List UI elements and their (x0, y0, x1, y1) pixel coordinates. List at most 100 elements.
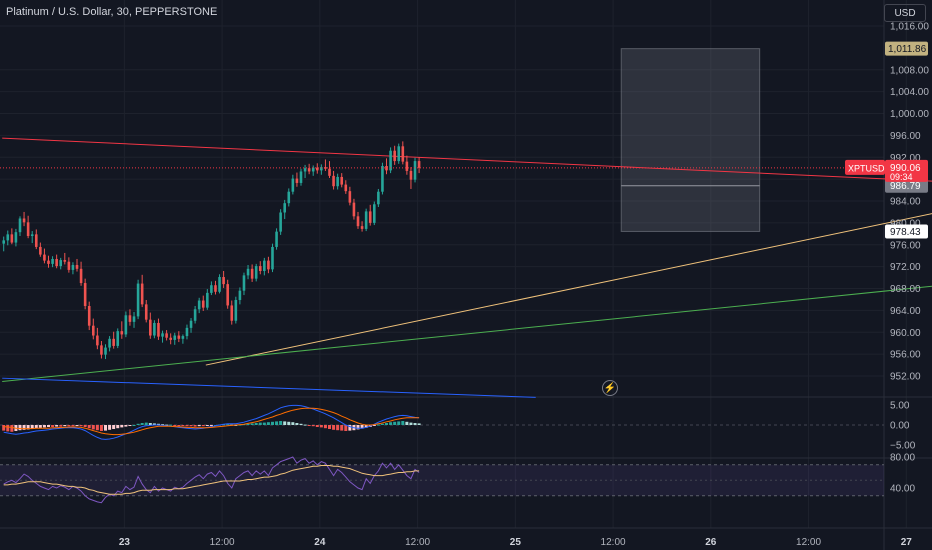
candle (352, 202, 356, 217)
candle (87, 306, 91, 326)
macd-bar (156, 423, 160, 425)
macd-bar (279, 421, 283, 425)
candle (108, 338, 111, 348)
macd-bar (42, 425, 46, 428)
price-label-top: 1,011.86 (888, 44, 927, 55)
candle (75, 264, 79, 269)
macd-tick-label: 0.00 (890, 421, 910, 432)
macd-tick-label: 5.00 (890, 401, 910, 412)
trend-line-red (2, 137, 932, 182)
macd-bar (254, 423, 258, 425)
price-tick-label: 1,004.00 (890, 87, 929, 98)
candle (417, 161, 421, 168)
macd-bar (328, 425, 331, 429)
macd-bar (209, 425, 213, 426)
macd-bar (189, 425, 193, 427)
candle (242, 275, 246, 291)
trend-line-yellow (205, 213, 932, 366)
candle (238, 290, 242, 300)
price-tick-label: 956.00 (890, 350, 921, 361)
candle (377, 191, 380, 205)
price-tick-label: 960.00 (890, 328, 921, 339)
candle (83, 283, 87, 306)
time-tick-label: 12:00 (210, 537, 235, 548)
trend-line-green (2, 285, 932, 382)
time-tick-label: 12:00 (405, 537, 430, 548)
candle (344, 184, 348, 192)
candle (372, 204, 376, 223)
candle (30, 234, 34, 236)
candle (401, 146, 405, 162)
candle (254, 266, 258, 279)
candle (79, 268, 83, 284)
symbol-title[interactable]: Platinum / U.S. Dollar, 30, PEPPERSTONE (6, 6, 218, 18)
macd-bar (193, 425, 197, 427)
macd-bar (34, 425, 38, 429)
macd-bar (144, 422, 148, 425)
macd-bar (319, 425, 323, 428)
macd-bar (26, 425, 30, 430)
macd-bar (360, 425, 364, 429)
macd-bar (344, 425, 348, 431)
macd-bar (99, 425, 103, 431)
candle (348, 191, 352, 203)
last-price-label: 990.06 (890, 163, 921, 174)
candle (258, 266, 262, 271)
candle (91, 325, 95, 336)
candle (100, 345, 103, 355)
candle (63, 260, 67, 262)
position-box (620, 48, 761, 232)
macd-histogram (2, 421, 421, 432)
time-tick-label: 24 (314, 537, 326, 548)
macd-bar (95, 425, 99, 431)
price-tick-label: 968.00 (890, 284, 921, 295)
candle (287, 191, 291, 204)
rsi-tick-label: 40.00 (890, 484, 915, 495)
candle (165, 333, 168, 338)
candle (197, 300, 201, 310)
macd-bar (185, 425, 189, 427)
macd-bar (409, 422, 413, 425)
macd-bar (205, 425, 209, 426)
price-tick-label: 972.00 (890, 262, 921, 273)
grid (0, 0, 907, 528)
price-tick-label: 1,000.00 (890, 109, 929, 120)
candle (214, 285, 217, 292)
candle (51, 258, 54, 264)
macd-bar (364, 425, 368, 428)
lightning-icon[interactable]: ⚡ (602, 380, 618, 396)
time-tick-label: 23 (119, 537, 131, 548)
macd-bar (315, 425, 319, 427)
currency-selector[interactable]: USD (884, 4, 926, 22)
macd-bar (201, 425, 205, 427)
candle (177, 335, 181, 339)
macd-bar (91, 425, 95, 430)
macd-bar (376, 424, 380, 426)
candle (6, 234, 10, 241)
candle (201, 300, 205, 308)
time-tick-label: 12:00 (601, 537, 626, 548)
macd-bar (401, 421, 405, 425)
candles (2, 141, 421, 360)
candle (144, 304, 148, 320)
candle (206, 292, 209, 308)
candle (59, 260, 63, 267)
macd-bar (67, 425, 71, 427)
candle (173, 335, 177, 340)
candle (218, 277, 221, 292)
candle (34, 234, 38, 247)
candle (295, 178, 299, 183)
macd-bar (112, 425, 116, 429)
candle (320, 167, 323, 171)
macd-bar (287, 421, 291, 425)
candle (222, 277, 225, 285)
candle (267, 260, 270, 270)
macd-bar (116, 425, 120, 429)
price-tick-label: 1,008.00 (890, 65, 929, 76)
candle (185, 327, 189, 337)
candle (263, 260, 266, 271)
candle (307, 168, 311, 172)
price-label-mid: 986.79 (890, 181, 921, 192)
macd-bar (389, 422, 393, 425)
